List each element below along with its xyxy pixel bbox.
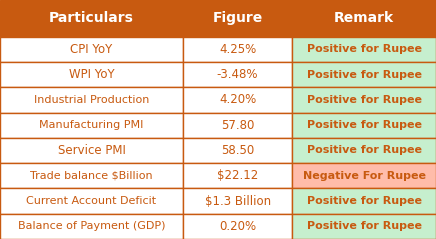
Bar: [292, 87, 436, 113]
Bar: [292, 188, 436, 214]
Text: Particulars: Particulars: [49, 11, 134, 25]
Bar: [0, 62, 183, 87]
Text: $22.12: $22.12: [217, 169, 258, 182]
Bar: [0, 138, 183, 163]
Text: Positive for Rupee: Positive for Rupee: [307, 146, 422, 156]
Text: Manufacturing PMI: Manufacturing PMI: [39, 120, 144, 130]
Bar: [0, 113, 183, 138]
Bar: [0, 214, 183, 239]
Text: Positive for Rupee: Positive for Rupee: [307, 44, 422, 54]
Bar: [0, 188, 183, 214]
Bar: [292, 138, 436, 163]
Bar: [183, 37, 292, 62]
Bar: [183, 188, 292, 214]
Bar: [183, 0, 292, 37]
Text: Negative For Rupee: Negative For Rupee: [303, 171, 426, 181]
Bar: [183, 214, 292, 239]
Bar: [0, 0, 183, 37]
Text: 58.50: 58.50: [221, 144, 254, 157]
Bar: [183, 87, 292, 113]
Bar: [292, 0, 436, 37]
Bar: [292, 37, 436, 62]
Bar: [183, 138, 292, 163]
Text: 4.25%: 4.25%: [219, 43, 256, 56]
Text: Balance of Payment (GDP): Balance of Payment (GDP): [18, 221, 165, 231]
Bar: [183, 62, 292, 87]
Bar: [292, 113, 436, 138]
Text: $1.3 Billion: $1.3 Billion: [204, 195, 271, 207]
Text: 57.80: 57.80: [221, 119, 254, 132]
Text: Current Account Deficit: Current Account Deficit: [27, 196, 157, 206]
Bar: [183, 113, 292, 138]
Bar: [292, 214, 436, 239]
Bar: [183, 163, 292, 188]
Bar: [0, 163, 183, 188]
Text: Positive for Rupee: Positive for Rupee: [307, 221, 422, 231]
Text: 4.20%: 4.20%: [219, 93, 256, 106]
Text: Remark: Remark: [334, 11, 394, 25]
Bar: [292, 163, 436, 188]
Text: Figure: Figure: [212, 11, 263, 25]
Text: 0.20%: 0.20%: [219, 220, 256, 233]
Text: Service PMI: Service PMI: [58, 144, 126, 157]
Bar: [292, 62, 436, 87]
Text: Positive for Rupee: Positive for Rupee: [307, 95, 422, 105]
Text: Trade balance $Billion: Trade balance $Billion: [30, 171, 153, 181]
Text: CPI YoY: CPI YoY: [71, 43, 112, 56]
Text: -3.48%: -3.48%: [217, 68, 259, 81]
Bar: [0, 37, 183, 62]
Text: WPI YoY: WPI YoY: [69, 68, 114, 81]
Text: Positive for Rupee: Positive for Rupee: [307, 120, 422, 130]
Text: Industrial Production: Industrial Production: [34, 95, 149, 105]
Bar: [0, 87, 183, 113]
Text: Positive for Rupee: Positive for Rupee: [307, 70, 422, 80]
Text: Positive for Rupee: Positive for Rupee: [307, 196, 422, 206]
